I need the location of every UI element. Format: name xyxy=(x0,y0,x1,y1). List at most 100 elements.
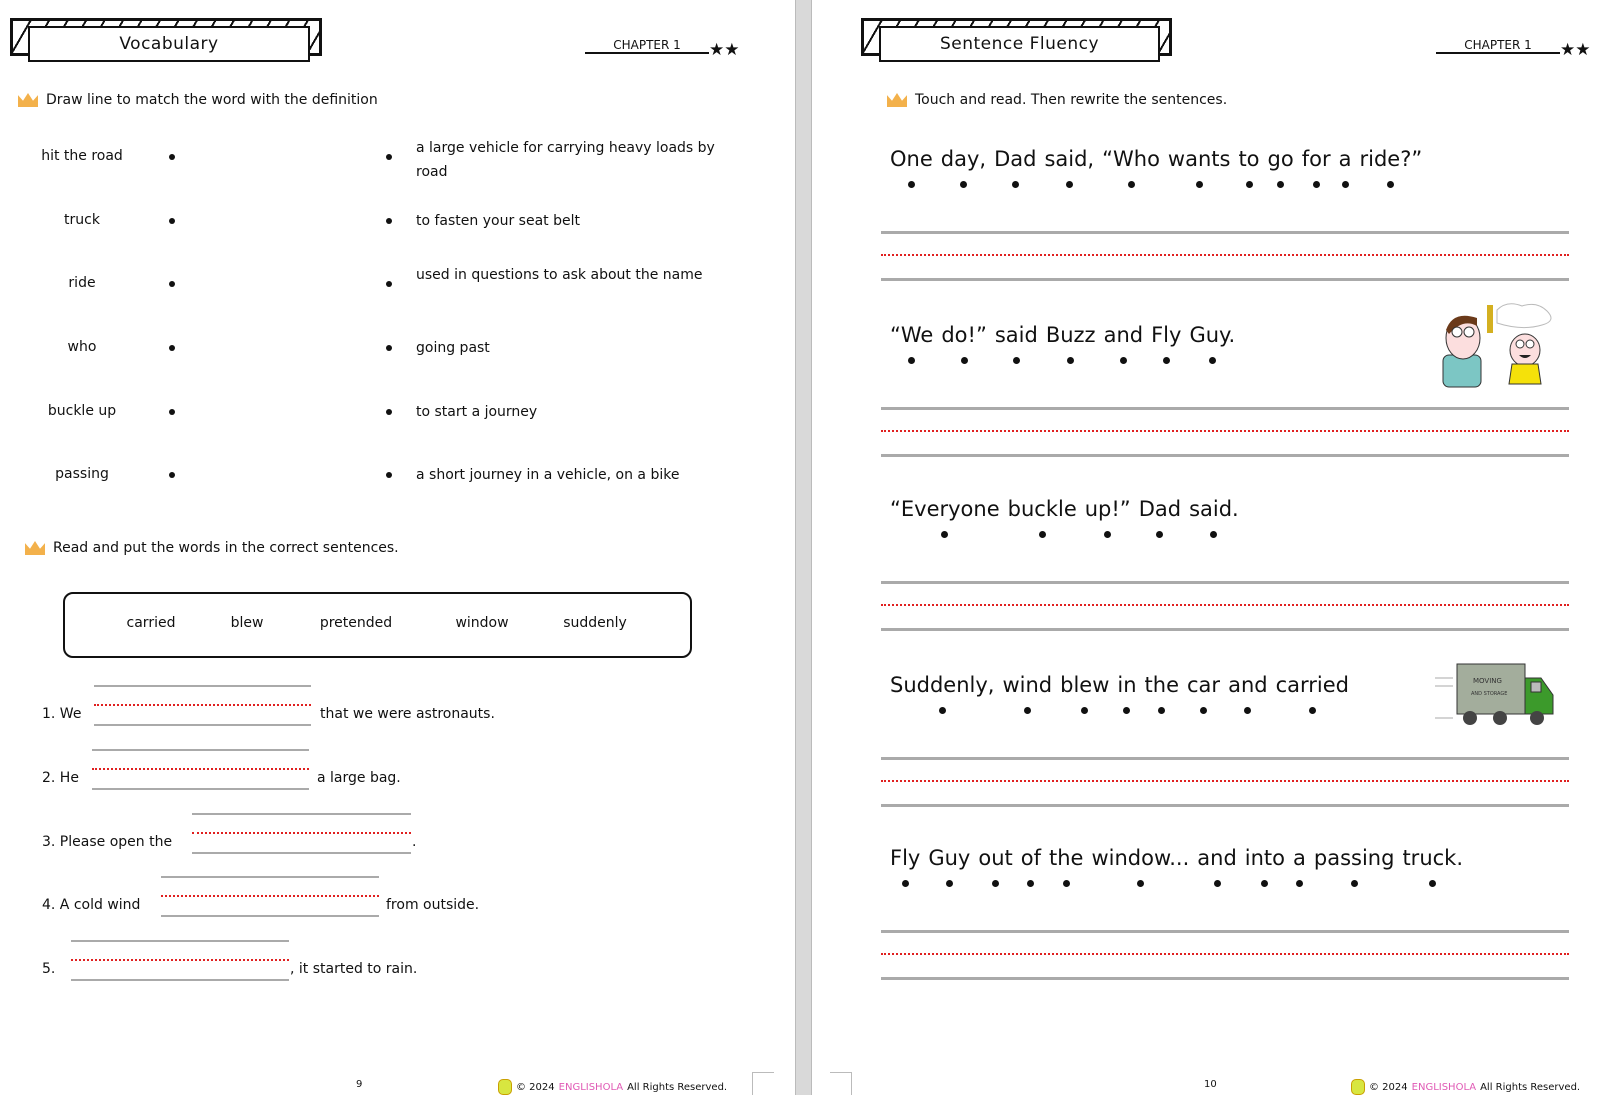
sentence-word[interactable]: Guy. xyxy=(1189,323,1236,364)
sentence-word[interactable]: out xyxy=(978,846,1013,887)
writing-lines[interactable] xyxy=(881,581,1569,631)
match-dot-right[interactable] xyxy=(386,154,392,160)
fluency-sentence: Suddenly, wind blew in the car and carried xyxy=(890,673,1357,714)
page-number: 9 xyxy=(356,1079,362,1090)
sentence-word[interactable]: One xyxy=(890,147,933,188)
sentence-word[interactable]: passing xyxy=(1313,846,1395,887)
sentence-word[interactable]: to xyxy=(1238,147,1260,188)
sentence-word[interactable]: of xyxy=(1020,846,1042,887)
sentence-word[interactable]: “Who xyxy=(1102,147,1160,188)
definition: to fasten your seat belt xyxy=(416,213,580,229)
sentence-word[interactable]: carried xyxy=(1275,673,1349,714)
page-corner-mark xyxy=(752,1072,774,1095)
sentence-word[interactable]: Dad xyxy=(1138,497,1182,538)
sentence-word[interactable]: Guy xyxy=(928,846,971,887)
answer-blank[interactable] xyxy=(94,685,311,726)
sentence-word[interactable]: into xyxy=(1244,846,1286,887)
sentence-word[interactable]: said xyxy=(994,323,1038,364)
sentence-start: 4. A cold wind xyxy=(42,897,141,913)
sentence-word[interactable]: day, xyxy=(940,147,987,188)
chapter-label: CHAPTER 1 xyxy=(585,38,709,54)
sentence-word[interactable]: blew xyxy=(1060,673,1110,714)
answer-blank[interactable] xyxy=(71,940,289,981)
sentence-word[interactable]: truck. xyxy=(1402,846,1464,887)
answer-blank[interactable] xyxy=(92,749,309,790)
sentence-word[interactable]: buckle xyxy=(1007,497,1077,538)
truck-text: MOVING xyxy=(1473,677,1502,685)
instruction-rewrite: Touch and read. Then rewrite the sentenc… xyxy=(887,92,1227,108)
sentence-word[interactable]: wind xyxy=(1002,673,1053,714)
page-number-text: 9 xyxy=(356,1079,363,1090)
definition: a short journey in a vehicle, on a bike xyxy=(416,467,680,483)
instruction-text: Touch and read. Then rewrite the sentenc… xyxy=(915,92,1228,108)
match-dot-right[interactable] xyxy=(386,409,392,415)
moving-truck-illustration: MOVING AND STORAGE xyxy=(1435,663,1554,725)
sentence-word[interactable]: the xyxy=(1049,846,1084,887)
match-dot-right[interactable] xyxy=(386,472,392,478)
answer-blank[interactable] xyxy=(192,813,411,854)
writing-lines[interactable] xyxy=(881,930,1569,980)
sentence-end: from outside. xyxy=(386,897,480,913)
writing-lines[interactable] xyxy=(881,757,1569,807)
page-number: 10 xyxy=(1204,1079,1217,1090)
dad-and-fly-guy-illustration xyxy=(1442,303,1552,388)
stars-icon: ★★ xyxy=(709,40,740,60)
sentence-word[interactable]: in xyxy=(1117,673,1137,714)
match-dot-left[interactable] xyxy=(169,154,175,160)
sentence-word[interactable]: Fly xyxy=(1151,323,1182,364)
sentence-word[interactable]: said. xyxy=(1189,497,1239,538)
sentence-word[interactable]: and xyxy=(1103,323,1144,364)
sentence-word[interactable]: said, xyxy=(1044,147,1095,188)
crown-icon xyxy=(887,93,907,107)
sentence-word[interactable]: Fly xyxy=(890,846,921,887)
sentence-start: 3. Please open the xyxy=(42,834,173,850)
sentence-word[interactable]: and xyxy=(1228,673,1268,714)
vocab-word: buckle up xyxy=(47,403,117,419)
instruction-fill: Read and put the words in the correct se… xyxy=(25,540,399,556)
sentence-word[interactable]: Suddenly, xyxy=(890,673,995,714)
match-dot-right[interactable] xyxy=(386,218,392,224)
sentence-word[interactable]: “We xyxy=(890,323,934,364)
definition: a large vehicle for carrying heavy loads… xyxy=(416,140,715,180)
sentence-word[interactable]: car xyxy=(1187,673,1221,714)
sentence-word[interactable]: “Everyone xyxy=(890,497,1000,538)
footer-copyright: © 2024 ENGLISHOLA All Rights Reserved. xyxy=(498,1079,727,1095)
match-dot-left[interactable] xyxy=(169,345,175,351)
sentence-word[interactable]: a xyxy=(1293,846,1306,887)
sentence-word[interactable]: for xyxy=(1301,147,1331,188)
word-bank-item: carried xyxy=(126,615,176,631)
page-number-text: 10 xyxy=(1204,1079,1217,1090)
sentence-word[interactable]: and xyxy=(1197,846,1237,887)
sentence-end: . xyxy=(412,834,417,850)
brand-name: ENGLISHOLA xyxy=(558,1081,624,1093)
vocab-word: hit the road xyxy=(41,148,123,164)
sentence-end: , it started to rain. xyxy=(290,961,418,977)
sentence-start: 5. xyxy=(42,961,56,977)
writing-lines[interactable] xyxy=(881,407,1569,457)
page-title: Sentence Fluency xyxy=(879,26,1160,62)
match-dot-right[interactable] xyxy=(386,345,392,351)
sentence-word[interactable]: go xyxy=(1267,147,1294,188)
sentence-word[interactable]: ride?” xyxy=(1359,147,1423,188)
vocab-word: ride xyxy=(68,275,96,291)
match-dot-left[interactable] xyxy=(169,472,175,478)
writing-lines[interactable] xyxy=(881,231,1569,281)
match-dot-right[interactable] xyxy=(386,281,392,287)
sentence-word[interactable]: do!” xyxy=(941,323,987,364)
footer-copyright: © 2024 ENGLISHOLA All Rights Reserved. xyxy=(1351,1079,1580,1095)
match-dot-left[interactable] xyxy=(169,409,175,415)
rights-text: All Rights Reserved. xyxy=(627,1081,728,1093)
sentence-start: 1. We xyxy=(42,706,82,722)
sentence-word[interactable]: the xyxy=(1144,673,1180,714)
sentence-word[interactable]: Buzz xyxy=(1045,323,1096,364)
match-dot-left[interactable] xyxy=(169,218,175,224)
fluency-sentence: One day, Dad said, “Who wants to go for a ride?” xyxy=(890,147,1430,188)
sentence-word[interactable]: up!” xyxy=(1084,497,1131,538)
sentence-word[interactable]: Dad xyxy=(994,147,1037,188)
sentence-fluency-title-banner: Sentence Fluency xyxy=(861,18,1172,62)
answer-blank[interactable] xyxy=(161,876,379,917)
match-dot-left[interactable] xyxy=(169,281,175,287)
sentence-word[interactable]: window... xyxy=(1091,846,1190,887)
sentence-word[interactable]: wants xyxy=(1167,147,1231,188)
sentence-word[interactable]: a xyxy=(1338,147,1352,188)
